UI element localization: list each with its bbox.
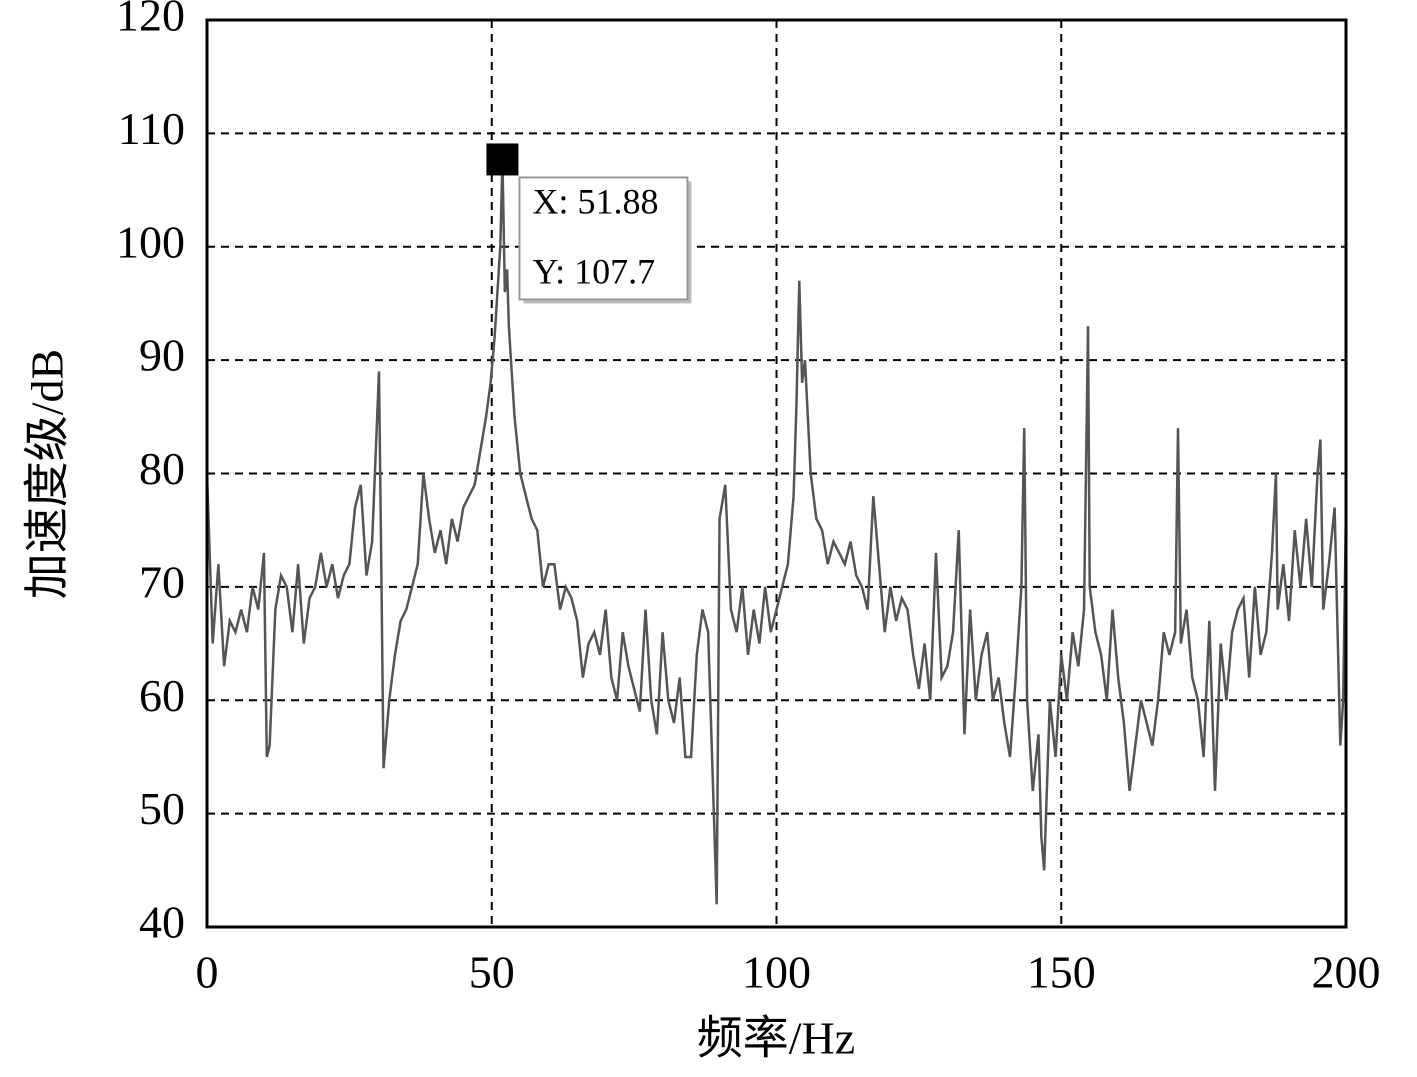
y-tick-label: 50 xyxy=(139,783,185,834)
y-tick-label: 90 xyxy=(139,330,185,381)
x-tick-label: 100 xyxy=(742,947,811,998)
y-tick-label: 120 xyxy=(116,0,185,41)
x-tick-label: 50 xyxy=(469,947,515,998)
x-tick-label: 200 xyxy=(1312,947,1381,998)
data-line xyxy=(205,159,1348,905)
y-tick-label: 60 xyxy=(139,670,185,721)
y-axis-label: 加速度级/dB xyxy=(22,349,73,599)
y-tick-label: 70 xyxy=(139,556,185,607)
y-tick-label: 80 xyxy=(139,443,185,494)
y-tick-label: 40 xyxy=(139,897,185,948)
plot-frame xyxy=(205,18,1348,929)
datatip-y: Y: 107.7 xyxy=(532,252,655,292)
y-tick-label: 110 xyxy=(118,103,185,154)
x-tick-label: 150 xyxy=(1027,947,1096,998)
y-tick-label: 100 xyxy=(116,216,185,267)
datatip-marker xyxy=(486,143,519,176)
x-axis-label: 频率/Hz xyxy=(697,1013,855,1064)
datatip-box xyxy=(518,176,689,301)
datatip-x: X: 51.88 xyxy=(532,182,658,222)
x-tick-label: 0 xyxy=(196,947,219,998)
